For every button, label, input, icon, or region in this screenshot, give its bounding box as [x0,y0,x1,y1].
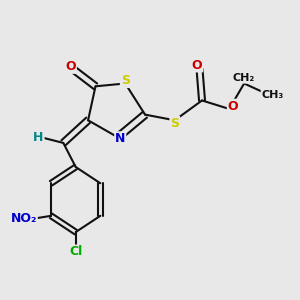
Text: O: O [228,100,238,112]
Text: N: N [115,132,125,145]
Text: O: O [65,60,76,73]
Text: CH₃: CH₃ [262,90,284,100]
Text: S: S [121,74,130,87]
Text: NO₂: NO₂ [11,212,37,225]
Text: Cl: Cl [69,245,82,258]
Text: H: H [33,131,44,144]
Text: CH₂: CH₂ [233,73,255,83]
Text: S: S [170,117,179,130]
Text: O: O [192,58,203,72]
